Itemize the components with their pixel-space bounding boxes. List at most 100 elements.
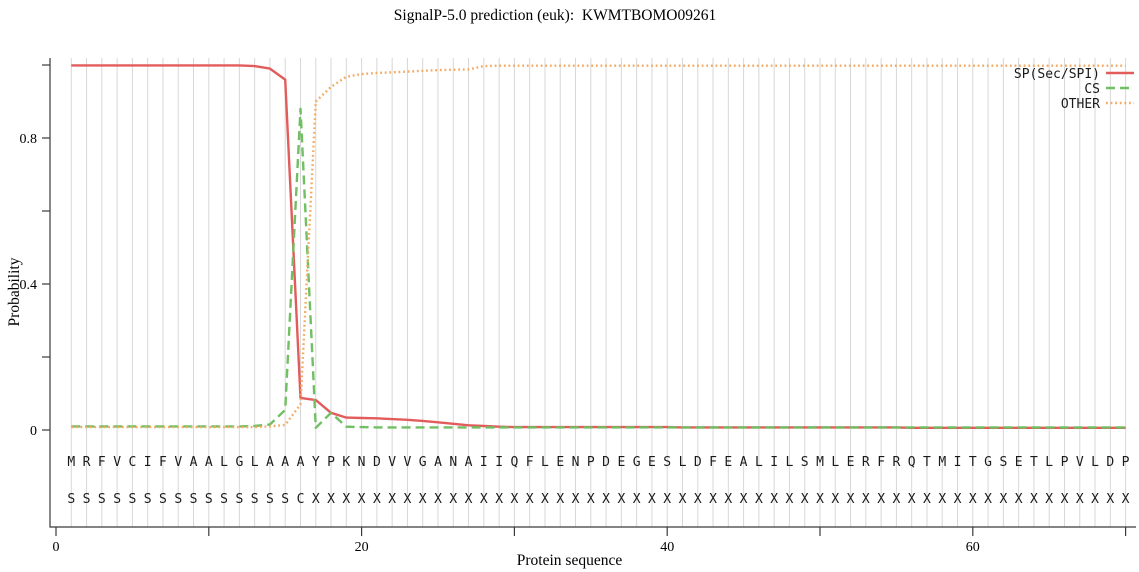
sequence-letter: Q — [908, 455, 916, 470]
sequence-letter: X — [709, 492, 717, 507]
sequence-letter: G — [235, 455, 243, 470]
sequence-letter: E — [1015, 455, 1023, 470]
sequence-letter: P — [1122, 455, 1130, 470]
sequence-letter: S — [205, 492, 213, 507]
sequence-letter: X — [694, 492, 702, 507]
sequence-letter: X — [892, 492, 900, 507]
sequence-letter: E — [724, 455, 732, 470]
sequence-letter: X — [633, 492, 641, 507]
sequence-letter: X — [954, 492, 962, 507]
gridlines — [70, 58, 1127, 527]
sequence-letter: X — [816, 492, 824, 507]
sequence-letter: S — [999, 455, 1007, 470]
sequence-letter: L — [786, 455, 794, 470]
sequence-letter: S — [251, 492, 259, 507]
sequence-letter: N — [449, 455, 457, 470]
sequence-letter: X — [1076, 492, 1084, 507]
sequence-letter: S — [220, 492, 228, 507]
sequence-letter: L — [755, 455, 763, 470]
sequence-letter: X — [572, 492, 580, 507]
sequence-letter: X — [908, 492, 916, 507]
sequence-letter: A — [434, 455, 442, 470]
sequence-letter: T — [969, 455, 977, 470]
sequence-letter: X — [679, 492, 687, 507]
sequence-letter: X — [602, 492, 610, 507]
sequence-letter: A — [266, 455, 274, 470]
sequence-letter: X — [847, 492, 855, 507]
sequence-letter: S — [144, 492, 152, 507]
sequence-letter: S — [113, 492, 121, 507]
sequence-letter: M — [938, 455, 946, 470]
sequence-letter: X — [495, 492, 503, 507]
sequence-letter: E — [847, 455, 855, 470]
x-tick-label: 0 — [53, 540, 60, 555]
sequence-letter: L — [220, 455, 228, 470]
sequence-letter: L — [1045, 455, 1053, 470]
sequence-letter: A — [740, 455, 748, 470]
sequence-letter: D — [373, 455, 381, 470]
sequence-letter: E — [648, 455, 656, 470]
sequence-letter: A — [297, 455, 305, 470]
sequence-letter: D — [694, 455, 702, 470]
sequence-letter: F — [877, 455, 885, 470]
axes — [49, 58, 1136, 528]
sequence-letter: X — [770, 492, 778, 507]
y-tick-label: 0 — [30, 424, 37, 439]
legend-label: SP(Sec/SPI) — [1014, 67, 1100, 82]
sequence-letter: S — [83, 492, 91, 507]
sequence-letter: A — [465, 455, 473, 470]
sequence-letter: X — [663, 492, 671, 507]
sequence-letter: X — [388, 492, 396, 507]
sequence-letter: S — [98, 492, 106, 507]
sequence-letter: X — [526, 492, 534, 507]
sequence-letter: M — [816, 455, 824, 470]
sequence-letter: X — [724, 492, 732, 507]
sequence-letter: X — [923, 492, 931, 507]
sequence-letter: P — [587, 455, 595, 470]
sequence-letter: I — [480, 455, 488, 470]
sequence-letter: X — [755, 492, 763, 507]
sequence-letter: X — [801, 492, 809, 507]
y-axis-ticks — [42, 64, 50, 431]
sequence-letter: X — [541, 492, 549, 507]
sequence-letter: X — [404, 492, 412, 507]
x-tick-label: 20 — [355, 540, 369, 555]
sequence-letter: S — [663, 455, 671, 470]
sequence-letter: R — [862, 455, 870, 470]
series-line-sp-sec-spi- — [71, 64, 1126, 429]
sequence-letter: X — [327, 492, 335, 507]
sequence-letter: N — [358, 455, 366, 470]
sequence-letter: S — [801, 455, 809, 470]
sequence-letter: P — [1061, 455, 1069, 470]
sequence-letter: X — [1045, 492, 1053, 507]
sequence-letter: X — [1030, 492, 1038, 507]
sequence-letter: X — [999, 492, 1007, 507]
sequence-letter: X — [587, 492, 595, 507]
sequence-letter: X — [1122, 492, 1130, 507]
sequence-letter: K — [342, 455, 350, 470]
sequence-letter: I — [770, 455, 778, 470]
sequence-letter: S — [174, 492, 182, 507]
sequence-letter: F — [98, 455, 106, 470]
sequence-letter: X — [648, 492, 656, 507]
sequence-letter: X — [1091, 492, 1099, 507]
sequence-letter: C — [297, 492, 305, 507]
sequence-letter: X — [434, 492, 442, 507]
sequence-letter: G — [984, 455, 992, 470]
sequence-letter: I — [144, 455, 152, 470]
sequence-letter: S — [67, 492, 75, 507]
sequence-letter: E — [556, 455, 564, 470]
sequence-letter: L — [831, 455, 839, 470]
sequence-letter: X — [740, 492, 748, 507]
sequence-letter: V — [404, 455, 412, 470]
sequence-letter: V — [113, 455, 121, 470]
sequence-letter: L — [541, 455, 549, 470]
sequence-letter: M — [67, 455, 75, 470]
sequence-letter: X — [938, 492, 946, 507]
sequence-letter: X — [419, 492, 427, 507]
sequence-letter: R — [892, 455, 900, 470]
